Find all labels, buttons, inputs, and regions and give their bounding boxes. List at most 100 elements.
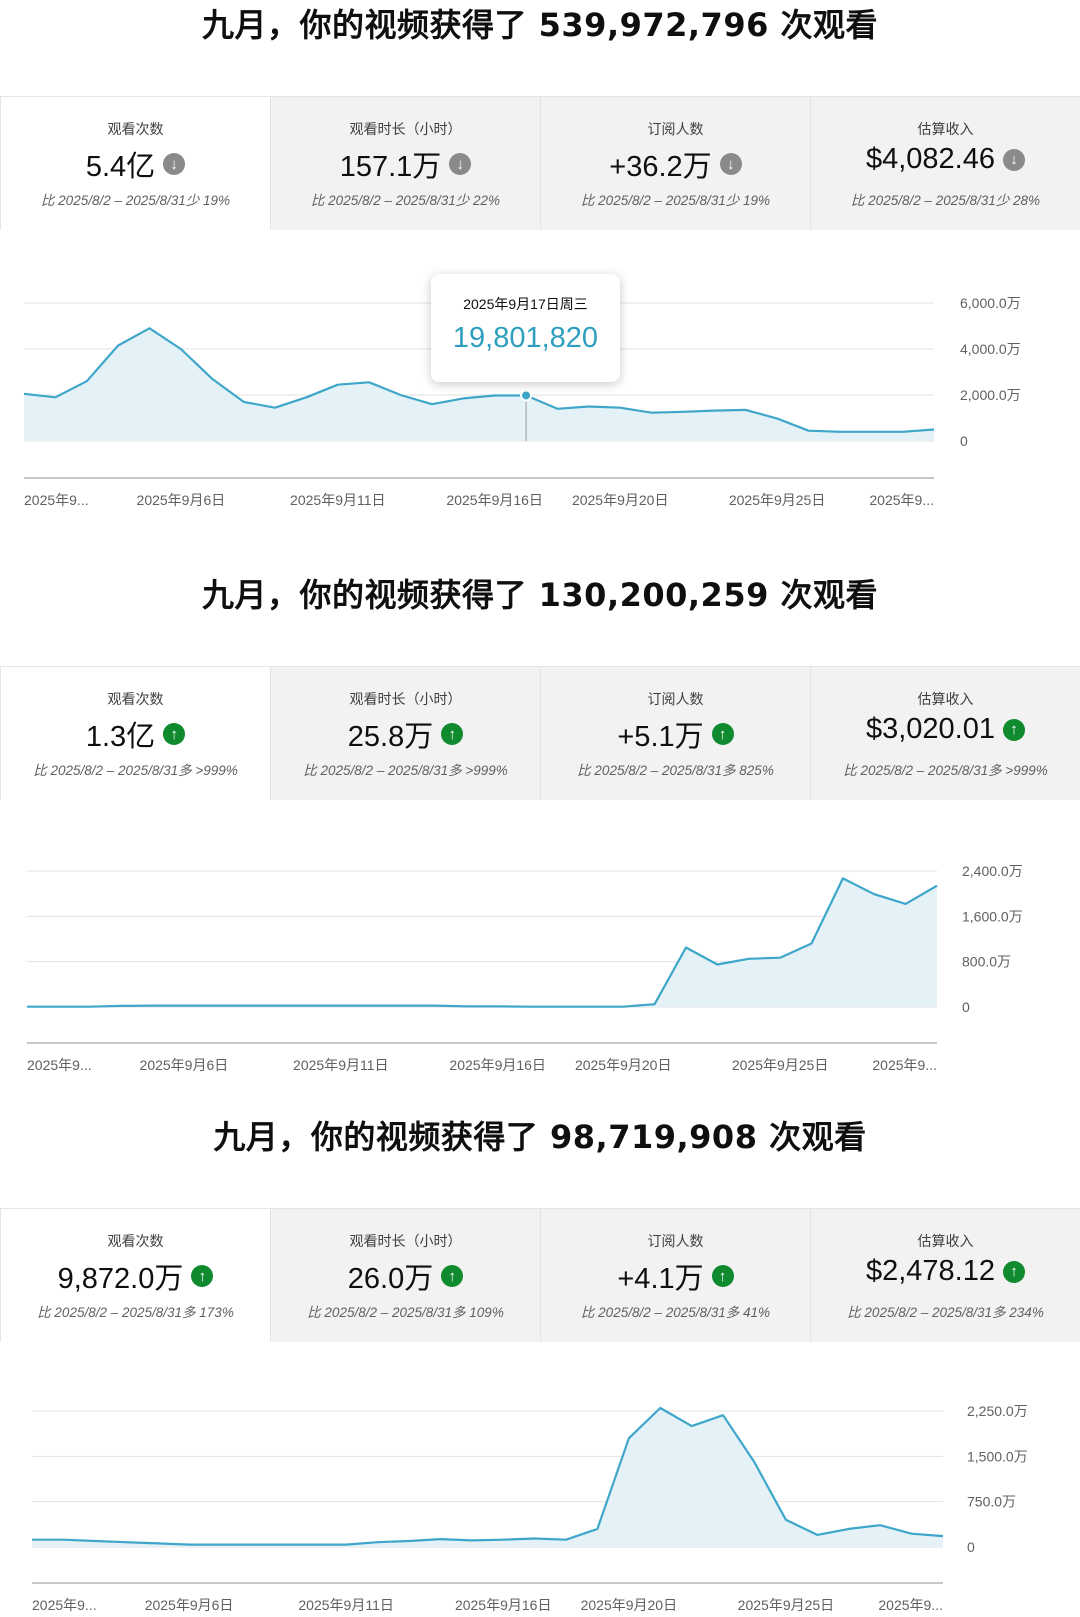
y-tick-label: 2,400.0万 [962, 863, 1023, 879]
x-tick-label: 2025年9... [872, 1057, 937, 1073]
metric-label: 观看时长（小时） [349, 1233, 462, 1249]
metric-label: 观看次数 [107, 121, 164, 137]
metric-compare: 比 2025/8/2 – 2025/8/31多 109% [307, 1305, 504, 1320]
arrow-up-icon: ↑ [441, 723, 464, 745]
x-tick-label: 2025年9月6日 [137, 492, 226, 508]
metric-label: 订阅人数 [647, 1233, 704, 1249]
x-tick-label: 2025年9月16日 [446, 492, 543, 508]
views-chart-1[interactable]: 0 2,000.0万 4,000.0万 6,000.0万 2025年9... 2025年9… [0, 270, 1080, 520]
y-tick-label: 1,500.0万 [967, 1448, 1028, 1464]
metric-card-subscribers[interactable]: 订阅人数 +36.2万 ↓ 比 2025/8/2 – 2025/8/31少 19% [540, 97, 810, 230]
series-area [24, 328, 934, 441]
series-area [27, 878, 937, 1007]
x-tick-label: 2025年9月16日 [455, 1597, 552, 1613]
metric-label: 观看次数 [107, 1233, 164, 1249]
metric-compare: 比 2025/8/2 – 2025/8/31少 22% [310, 193, 501, 208]
x-tick-label: 2025年9月25日 [729, 492, 826, 508]
metric-card-watch-time[interactable]: 观看时长（小时） 157.1万 ↓ 比 2025/8/2 – 2025/8/31少… [270, 97, 540, 230]
x-tick-label: 2025年9月6日 [145, 1597, 234, 1613]
metric-compare: 比 2025/8/2 – 2025/8/31少 28% [850, 193, 1041, 208]
metric-value: $4,082.46 [865, 143, 995, 175]
y-tick-label: 4,000.0万 [960, 341, 1021, 357]
metric-value: 5.4亿 [85, 151, 156, 183]
series-line [32, 1406, 944, 1546]
metric-compare: 比 2025/8/2 – 2025/8/31多 234% [847, 1305, 1044, 1320]
metric-card-revenue[interactable]: 估算收入 $2,478.12 ↑ 比 2025/8/2 – 2025/8/31多 … [810, 1209, 1080, 1342]
y-tick-label: 2,000.0万 [960, 387, 1021, 403]
views-chart-3[interactable]: 0 750.0万 1,500.0万 2,250.0万 2025年9... 2025年9月6… [0, 1380, 1080, 1617]
y-tick-label: 1,600.0万 [962, 908, 1023, 924]
metric-card-watch-time[interactable]: 观看时长（小时） 25.8万 ↑ 比 2025/8/2 – 2025/8/31多 … [270, 667, 540, 800]
tooltip-date: 2025年9月17日周三 [463, 296, 588, 312]
metric-cards-3: 观看次数 9,872.0万 ↑ 比 2025/8/2 – 2025/8/31多 1… [0, 1208, 1080, 1342]
tooltip-value: 19,801,820 [452, 322, 599, 354]
metric-cards-2: 观看次数 1.3亿 ↑ 比 2025/8/2 – 2025/8/31多 >999%… [0, 666, 1080, 800]
metric-card-watch-time[interactable]: 观看时长（小时） 26.0万 ↑ 比 2025/8/2 – 2025/8/31多 … [270, 1209, 540, 1342]
series-line [27, 877, 938, 1008]
metric-compare: 比 2025/8/2 – 2025/8/31少 19% [580, 193, 771, 208]
metric-value: 9,872.0万 [57, 1263, 184, 1295]
x-tick-label: 2025年9... [27, 1057, 92, 1073]
metric-value: 25.8万 [347, 721, 434, 753]
y-tick-label: 2,250.0万 [967, 1403, 1028, 1419]
x-tick-label: 2025年9... [878, 1597, 943, 1613]
arrow-up-icon: ↑ [163, 723, 186, 745]
x-tick-label: 2025年9... [869, 492, 934, 508]
metric-compare: 比 2025/8/2 – 2025/8/31少 19% [40, 193, 231, 208]
arrow-up-icon: ↑ [441, 1265, 464, 1287]
x-tick-label: 2025年9... [24, 492, 89, 508]
hover-point[interactable] [520, 389, 533, 402]
metric-value: 157.1万 [339, 151, 442, 183]
metric-card-revenue[interactable]: 估算收入 $3,020.01 ↑ 比 2025/8/2 – 2025/8/31多 … [810, 667, 1080, 800]
x-tick-label: 2025年9... [32, 1597, 97, 1613]
y-tick-label: 0 [962, 999, 970, 1015]
metric-label: 估算收入 [917, 121, 974, 137]
metric-card-views[interactable]: 观看次数 5.4亿 ↓ 比 2025/8/2 – 2025/8/31少 19% [0, 97, 270, 230]
metric-card-views[interactable]: 观看次数 1.3亿 ↑ 比 2025/8/2 – 2025/8/31多 >999% [0, 667, 270, 800]
x-tick-label: 2025年9月25日 [732, 1057, 829, 1073]
metric-card-revenue[interactable]: 估算收入 $4,082.46 ↓ 比 2025/8/2 – 2025/8/31少 … [810, 97, 1080, 230]
metric-value: 1.3亿 [85, 721, 156, 753]
arrow-down-icon: ↓ [449, 153, 472, 175]
x-tick-label: 2025年9月11日 [293, 1057, 388, 1073]
y-tick-label: 750.0万 [967, 1494, 1016, 1510]
metric-compare: 比 2025/8/2 – 2025/8/31多 825% [577, 763, 774, 778]
x-tick-label: 2025年9月6日 [140, 1057, 229, 1073]
metric-label: 订阅人数 [647, 121, 704, 137]
y-tick-label: 6,000.0万 [960, 295, 1021, 311]
metric-value: +5.1万 [617, 721, 704, 753]
arrow-down-icon: ↓ [719, 153, 742, 175]
metric-compare: 比 2025/8/2 – 2025/8/31多 >999% [33, 763, 238, 778]
metric-value: +36.2万 [609, 151, 712, 183]
headline-3: 九月，你的视频获得了 98,719,908 次观看 [213, 1118, 867, 1156]
x-tick-label: 2025年9月11日 [290, 492, 385, 508]
metric-card-views[interactable]: 观看次数 9,872.0万 ↑ 比 2025/8/2 – 2025/8/31多 1… [0, 1209, 270, 1342]
metric-card-subscribers[interactable]: 订阅人数 +5.1万 ↑ 比 2025/8/2 – 2025/8/31多 825% [540, 667, 810, 800]
metric-cards-1: 观看次数 5.4亿 ↓ 比 2025/8/2 – 2025/8/31少 19% 观… [0, 96, 1080, 230]
y-tick-label: 0 [967, 1539, 975, 1555]
x-tick-label: 2025年9月16日 [449, 1057, 546, 1073]
series-area [32, 1408, 943, 1547]
x-tick-label: 2025年9月20日 [581, 1597, 678, 1613]
arrow-down-icon: ↓ [163, 153, 186, 175]
metric-value: $3,020.01 [865, 713, 995, 745]
metric-label: 估算收入 [917, 1233, 974, 1249]
metric-label: 观看时长（小时） [349, 691, 462, 707]
metric-value: $2,478.12 [865, 1255, 995, 1287]
arrow-up-icon: ↑ [711, 723, 734, 745]
metric-compare: 比 2025/8/2 – 2025/8/31多 41% [580, 1305, 771, 1320]
arrow-up-icon: ↑ [711, 1265, 734, 1287]
metric-compare: 比 2025/8/2 – 2025/8/31多 >999% [303, 763, 508, 778]
headline-2: 九月，你的视频获得了 130,200,259 次观看 [202, 576, 878, 614]
views-chart-2[interactable]: 0 800.0万 1,600.0万 2,400.0万 2025年9... 2025年9月6… [0, 840, 1080, 1080]
metric-compare: 比 2025/8/2 – 2025/8/31多 >999% [843, 763, 1048, 778]
x-tick-label: 2025年9月20日 [572, 492, 669, 508]
arrow-up-icon: ↑ [1003, 718, 1025, 741]
series-line [23, 327, 935, 433]
metric-label: 观看次数 [107, 691, 164, 707]
metric-label: 观看时长（小时） [349, 121, 462, 137]
metric-card-subscribers[interactable]: 订阅人数 +4.1万 ↑ 比 2025/8/2 – 2025/8/31多 41% [540, 1209, 810, 1342]
headline-1: 九月，你的视频获得了 539,972,796 次观看 [202, 6, 878, 44]
metric-label: 估算收入 [917, 691, 974, 707]
metric-value: 26.0万 [347, 1263, 434, 1295]
